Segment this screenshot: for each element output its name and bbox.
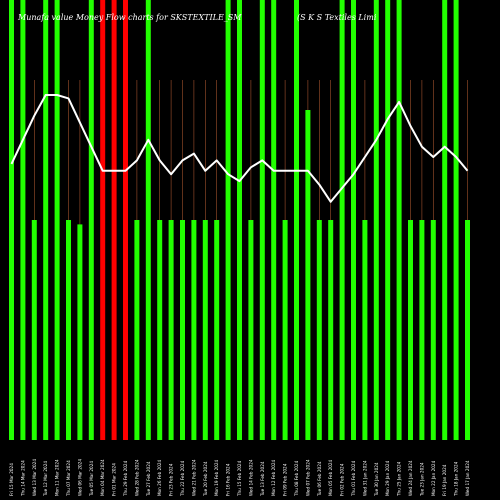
bar [111, 0, 117, 440]
bar [66, 220, 71, 440]
bar [408, 220, 413, 440]
mfi-line [10, 94, 469, 203]
x-tick-label: Tue 30 Jan 2024 [374, 462, 379, 497]
x-tick-label: Thu 08 Feb 2024 [294, 460, 299, 497]
bar [168, 220, 174, 440]
x-tick-label: Thu 25 Jan 2024 [397, 461, 402, 497]
x-tick-label: Tue 23 Jan 2024 [419, 462, 424, 497]
bar [385, 0, 391, 440]
bar [20, 0, 26, 440]
x-tick-label: Fri 15 Mar 2024 [9, 463, 14, 496]
bar [396, 0, 402, 440]
bar [305, 110, 311, 440]
x-tick-label: Tue 27 Feb 2024 [146, 461, 151, 497]
bar [351, 0, 356, 440]
bar [88, 0, 94, 440]
x-tick-label: Mon 22 Jan 2024 [431, 460, 436, 496]
x-tick-label: Wed 06 Mar 2024 [77, 459, 82, 496]
x-tick-label: Fri 09 Feb 2024 [283, 463, 288, 496]
bar [157, 220, 163, 440]
bar [225, 0, 231, 440]
x-tick-label: Mon 11 Mar 2024 [55, 459, 60, 496]
x-tick-label: Fri 19 Jan 2024 [442, 464, 447, 496]
x-tick-label: Thu 15 Feb 2024 [237, 460, 242, 497]
bar [373, 0, 379, 440]
bar [282, 220, 288, 440]
bar [43, 0, 49, 440]
x-tick-label: Fri 23 Feb 2024 [169, 463, 174, 496]
x-tick-label: Mon 19 Feb 2024 [214, 459, 219, 496]
bar [430, 220, 436, 440]
x-tick-label: Wed 21 Feb 2024 [191, 459, 196, 496]
bar [54, 0, 60, 440]
x-tick-label: Wed 14 Feb 2024 [248, 459, 253, 496]
x-tick-label: Fri 16 Feb 2024 [226, 463, 231, 496]
bar [339, 0, 345, 440]
bar [237, 0, 242, 440]
x-tick-label: Thu 29 Feb 2024 [123, 460, 128, 497]
x-tick-label: Thu 07 Mar 2024 [66, 460, 71, 497]
bars [9, 0, 470, 440]
chart-title: Munafa value Money Flow charts for SKSTE… [17, 13, 242, 22]
bar [328, 220, 334, 440]
x-tick-label: Wed 17 Jan 2024 [465, 460, 470, 496]
x-tick-label: Wed 24 Jan 2024 [408, 460, 413, 496]
x-tick-label: Tue 05 Mar 2024 [89, 461, 94, 497]
bar [419, 220, 425, 440]
bar [134, 220, 140, 440]
bar [9, 0, 14, 440]
x-tick-label: Wed 31 Jan 2024 [362, 460, 367, 496]
x-tick-labels: Fri 15 Mar 2024 Thu 14 Mar 2024 Wed 13 Mar… [9, 459, 470, 497]
bar [465, 220, 470, 440]
x-tick-label: Mon 05 Feb 2024 [328, 459, 333, 496]
x-tick-label: Tue 06 Feb 2024 [317, 461, 322, 497]
x-tick-label: Wed 07 Feb 2024 [305, 459, 310, 496]
x-tick-label: Tue 20 Feb 2024 [203, 461, 208, 497]
bar [202, 220, 208, 440]
bar [294, 0, 299, 440]
bar [31, 220, 37, 440]
x-tick-label: Mon 29 Jan 2024 [385, 460, 390, 496]
bar [180, 220, 185, 440]
x-tick-label: Wed 13 Mar 2024 [32, 459, 37, 496]
bar [145, 0, 151, 440]
x-tick-label: Fri 01 Mar 2024 [112, 463, 117, 496]
bar [214, 220, 220, 440]
x-tick-label: Tue 12 Mar 2024 [43, 461, 48, 497]
bar [316, 220, 322, 440]
bar [77, 224, 83, 440]
bar [123, 0, 128, 440]
x-tick-label: Tue 13 Feb 2024 [260, 461, 265, 497]
x-tick-label: Mon 26 Feb 2024 [157, 459, 162, 496]
x-tick-label: Thu 18 Jan 2024 [454, 461, 459, 497]
x-tick-label: Thu 01 Feb 2024 [351, 460, 356, 497]
chart-subtitle: (S K S Textiles Limi [297, 13, 377, 22]
x-tick-label: Thu 14 Mar 2024 [20, 460, 25, 497]
bar [100, 0, 106, 440]
bar [271, 0, 277, 440]
x-tick-label: Thu 22 Feb 2024 [180, 460, 185, 497]
x-tick-label: Fri 02 Feb 2024 [340, 463, 345, 496]
bar [442, 0, 448, 440]
bar [191, 220, 197, 440]
bar [248, 220, 254, 440]
x-tick-label: Wed 28 Feb 2024 [134, 459, 139, 496]
bar [453, 0, 459, 440]
x-tick-label: Mon 12 Feb 2024 [271, 459, 276, 496]
bar [259, 0, 265, 440]
x-tick-label: Mon 04 Mar 2024 [100, 459, 105, 496]
bar [362, 220, 368, 440]
